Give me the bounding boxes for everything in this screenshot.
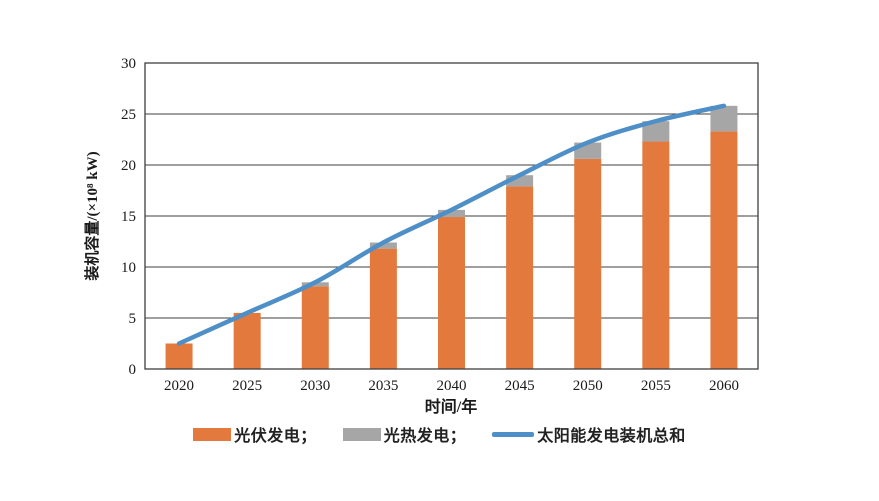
bar-pv-2055	[642, 141, 670, 369]
total-line	[176, 103, 727, 346]
legend-label-pv: 光伏发电；	[234, 428, 317, 445]
legend-label-csp: 光热发电；	[383, 428, 467, 445]
y-tick-label: 20	[121, 158, 136, 174]
x-tick-label: 2055	[641, 378, 671, 394]
pv-bar-swatch-icon	[193, 427, 232, 441]
legend-item-total: 太阳能发电装机总和	[492, 422, 686, 446]
bar-pv-2020	[165, 343, 193, 369]
legend-item-pv: 光伏发电；	[193, 422, 317, 446]
x-tick-label: 2045	[505, 378, 535, 394]
legend-item-csp: 光热发电；	[342, 422, 467, 446]
bar-pv-2030	[301, 286, 329, 369]
bar-layer	[165, 105, 738, 369]
bar-csp-2060	[710, 105, 738, 132]
bar-pv-2060	[710, 131, 738, 369]
x-tick-label: 2030	[300, 378, 330, 394]
bar-csp-2055	[642, 121, 670, 142]
x-tick-label: 2035	[368, 378, 398, 394]
y-tick-label: 0	[129, 362, 137, 378]
x-tick-label: 2040	[437, 378, 467, 394]
x-tick-label: 2060	[709, 378, 739, 394]
plot-border	[144, 62, 759, 370]
y-tick-label: 15	[121, 209, 136, 225]
y-tick-label: 30	[121, 56, 136, 72]
bar-csp-2035	[369, 242, 397, 249]
line-layer	[176, 103, 727, 346]
y-tick-label: 25	[121, 107, 136, 123]
axis-layer	[144, 62, 759, 370]
bar-pv-2050	[574, 158, 602, 369]
bar-csp-2045	[506, 175, 534, 187]
legend: 光伏发电； 光热发电； 太阳能发电装机总和	[0, 422, 879, 446]
x-tick-label: 2020	[164, 378, 194, 394]
bar-pv-2040	[438, 217, 465, 369]
csp-bar-swatch-icon	[342, 427, 381, 441]
bar-pv-2045	[506, 186, 534, 369]
bar-csp-2040	[438, 209, 465, 218]
y-axis-title: 装机容量/(×10⁸ kW)	[83, 151, 101, 281]
x-axis-title: 时间/年	[425, 397, 477, 416]
bar-pv-2025	[233, 312, 261, 369]
total-line-swatch-icon	[492, 431, 535, 437]
x-tick-label: 2025	[232, 378, 262, 394]
y-tick-label: 10	[121, 260, 136, 276]
y-tick-label: 5	[129, 311, 137, 327]
legend-label-total: 太阳能发电装机总和	[537, 428, 686, 445]
bar-pv-2035	[369, 248, 397, 369]
x-tick-label: 2050	[573, 378, 603, 394]
